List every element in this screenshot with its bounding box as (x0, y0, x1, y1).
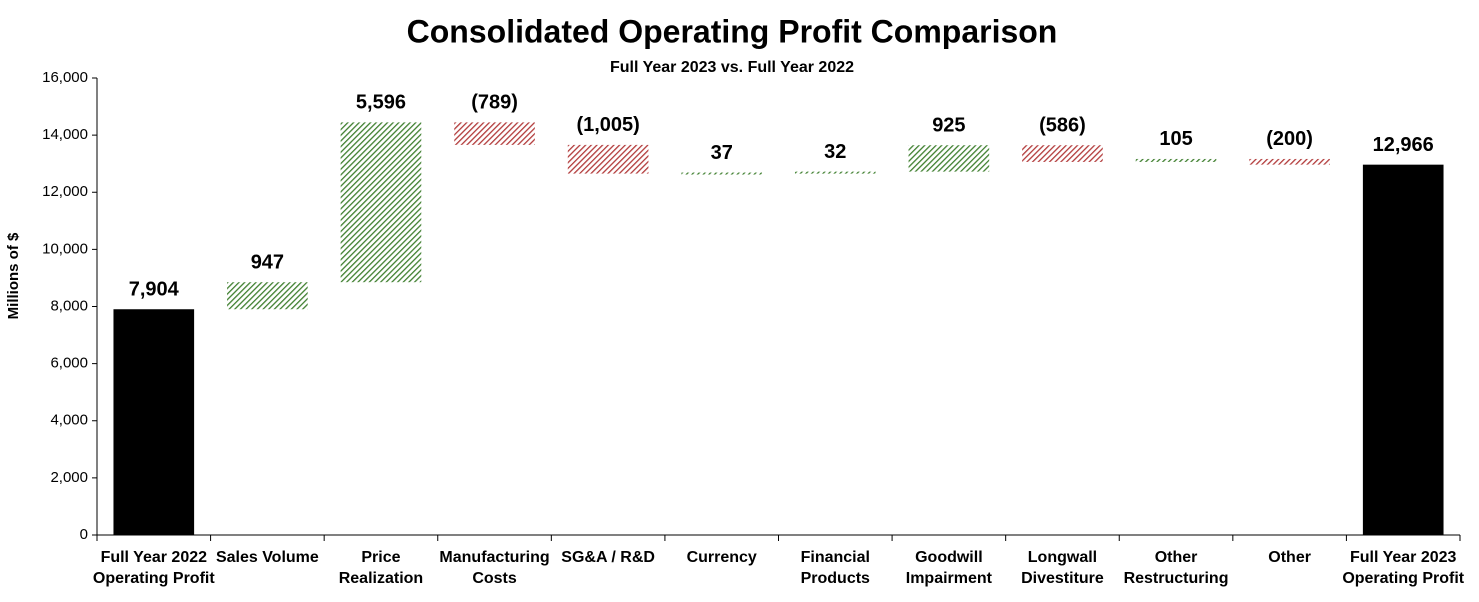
bar (1135, 158, 1217, 162)
x-tick-label: Operating Profit (93, 570, 215, 587)
value-label: 5,596 (356, 92, 406, 114)
chart-subtitle: Full Year 2023 vs. Full Year 2022 (610, 59, 854, 76)
x-tick-label: Restructuring (1124, 570, 1229, 587)
x-tick-label: Financial (801, 549, 870, 566)
y-axis-label: Millions of $ (5, 232, 22, 319)
bar (1362, 164, 1444, 535)
y-tick-label: 10,000 (42, 240, 88, 257)
y-tick-label: 16,000 (42, 69, 88, 86)
x-tick-label: Currency (687, 549, 757, 566)
x-tick-label: Full Year 2023 (1350, 549, 1457, 566)
bar (567, 144, 649, 174)
x-tick-label: Price (361, 549, 400, 566)
value-label: (1,005) (576, 114, 639, 136)
x-tick-label: Other (1155, 549, 1198, 566)
x-tick-label: Impairment (906, 570, 993, 587)
y-tick-label: 6,000 (50, 355, 88, 372)
bar (1022, 145, 1103, 162)
y-tick-label: 2,000 (50, 469, 88, 486)
bar (1249, 158, 1330, 165)
value-label: 12,966 (1373, 134, 1434, 156)
y-tick-label: 14,000 (42, 126, 88, 143)
x-tick-label: Manufacturing (439, 549, 549, 566)
x-tick-label: SG&A / R&D (561, 549, 655, 566)
value-label: 947 (251, 251, 284, 273)
x-tick-label: Operating Profit (1342, 570, 1464, 587)
x-tick-label: Realization (339, 570, 423, 587)
bar (794, 171, 876, 174)
x-tick-label: Costs (472, 570, 517, 587)
y-tick-label: 0 (80, 526, 88, 543)
bar (340, 122, 422, 283)
chart-title: Consolidated Operating Profit Comparison (407, 13, 1058, 49)
value-label: 32 (824, 141, 846, 163)
y-tick-label: 12,000 (42, 183, 88, 200)
bar (681, 172, 763, 175)
bar (113, 309, 195, 535)
bar (908, 145, 990, 172)
value-label: 925 (932, 114, 965, 136)
x-tick-label: Other (1268, 549, 1311, 566)
x-tick-label: Sales Volume (216, 549, 319, 566)
value-label: 7,904 (129, 279, 180, 301)
x-tick-label: Products (801, 570, 870, 587)
y-tick-label: 4,000 (50, 412, 88, 429)
bar (227, 282, 308, 310)
bar (454, 122, 535, 145)
value-label: 105 (1159, 128, 1192, 150)
x-tick-label: Goodwill (915, 549, 983, 566)
value-label: (200) (1266, 128, 1313, 150)
y-tick-label: 8,000 (50, 297, 88, 314)
x-tick-label: Divestiture (1021, 570, 1104, 587)
value-label: 37 (711, 142, 733, 164)
value-label: (586) (1039, 114, 1086, 136)
x-tick-label: Longwall (1028, 549, 1097, 566)
x-tick-label: Full Year 2022 (101, 549, 208, 566)
value-label: (789) (471, 92, 518, 114)
